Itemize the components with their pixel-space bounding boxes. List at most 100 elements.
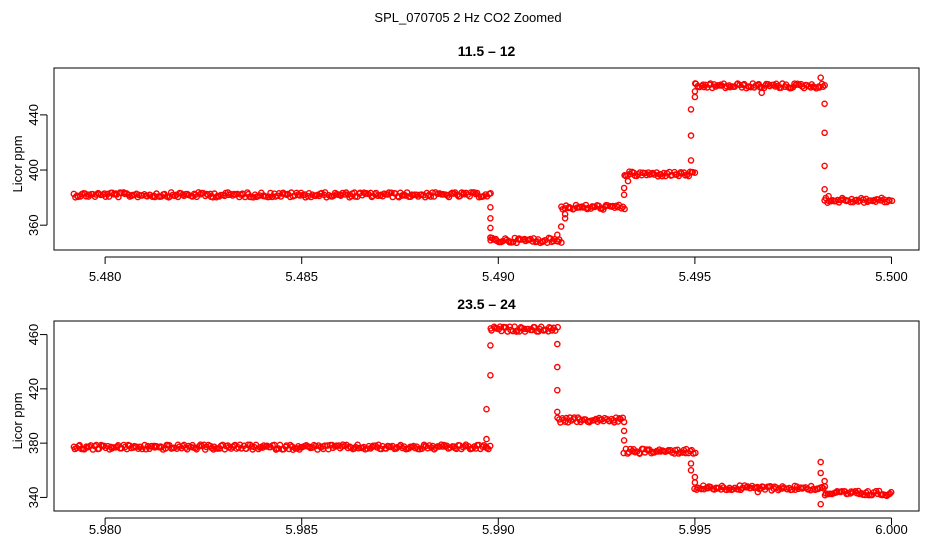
data-point [554,408,561,416]
data-point [197,441,204,449]
x-tick-label: 5.985 [285,522,318,537]
data-point [691,93,699,101]
y-tick-label: 360 [26,214,41,236]
data-point [486,442,494,450]
data-point [624,177,632,185]
data-point [886,490,894,498]
y-tick-label: 420 [26,378,41,400]
data-points [70,323,895,508]
data-point [821,477,828,485]
data-point [687,460,695,467]
data-point [583,205,591,213]
data-point [424,192,432,200]
figure-title: SPL_070705 2 Hz CO2 Zoomed [374,10,561,25]
data-point [754,488,762,496]
data-point [141,441,148,449]
data-point [817,500,825,508]
data-point [557,223,565,230]
data-point [687,132,695,139]
x-tick-label: 5.980 [89,522,122,537]
data-point [624,450,631,457]
data-point [554,231,561,239]
data-point [554,386,561,394]
data-point [471,189,478,196]
data-point [561,418,569,426]
data-point [687,106,695,113]
data-point [487,224,494,232]
data-point [691,88,699,95]
plot-frame [53,67,920,251]
data-point [691,473,699,481]
data-point [886,197,893,204]
data-point [439,443,447,450]
y-tick-label: 400 [26,159,41,181]
panel-title: 11.5 – 12 [458,43,516,59]
y-tick-label: 340 [26,487,41,509]
x-tick-label: 5.995 [679,522,712,537]
data-point [691,169,699,176]
data-point [487,342,494,349]
data-point [554,340,561,348]
data-point [648,449,655,457]
data-point [70,190,78,198]
data-point [561,210,569,218]
data-point [821,82,829,89]
data-point [621,205,628,213]
data-points [70,74,896,247]
x-tick-label: 5.500 [875,269,908,284]
data-point [819,83,827,90]
panel-top: 11.5 – 12 Licor ppm 5.480 5.485 5.490 5.495 5.… [10,43,920,284]
data-point [388,189,395,197]
data-point [692,449,699,457]
data-point [558,239,565,246]
panel-title: 23.5 – 24 [457,296,516,312]
data-point [649,169,657,177]
data-point [817,458,825,466]
data-point [466,192,474,200]
data-point [487,234,494,241]
data-point [888,197,896,205]
data-point [817,74,825,81]
data-point [483,405,490,413]
x-tick-label: 5.485 [285,269,318,284]
data-point [821,100,828,108]
plot-frame [53,320,920,512]
x-tick-label: 5.495 [679,269,712,284]
data-point [821,185,828,193]
x-tick-label: 5.990 [482,522,515,537]
data-point [236,441,244,449]
data-point [265,193,273,201]
data-point [691,479,699,486]
data-point [620,418,628,426]
data-point [718,482,726,490]
data-point [825,192,832,200]
data-point [620,437,628,444]
data-point [513,328,520,335]
data-point [440,441,448,449]
data-point [487,371,494,379]
x-tick-label: 5.490 [482,269,515,284]
data-point [192,444,199,452]
y-axis-label: Licor ppm [10,135,25,192]
y-axis-label: Licor ppm [10,392,25,449]
y-tick-label: 440 [26,104,41,126]
data-point [821,129,828,137]
data-point [625,448,633,456]
data-point [521,325,528,333]
data-point [758,89,766,97]
data-point [687,466,695,474]
data-point [620,191,628,199]
data-point [351,445,358,452]
data-point [887,488,895,496]
data-point [101,190,108,197]
data-point [620,184,628,192]
data-point [817,469,825,477]
y-tick-label: 460 [26,324,41,346]
data-point [821,162,828,170]
data-point [777,84,785,91]
data-point [487,189,494,197]
data-point [487,214,494,222]
data-point [618,204,625,212]
data-point [554,363,561,371]
